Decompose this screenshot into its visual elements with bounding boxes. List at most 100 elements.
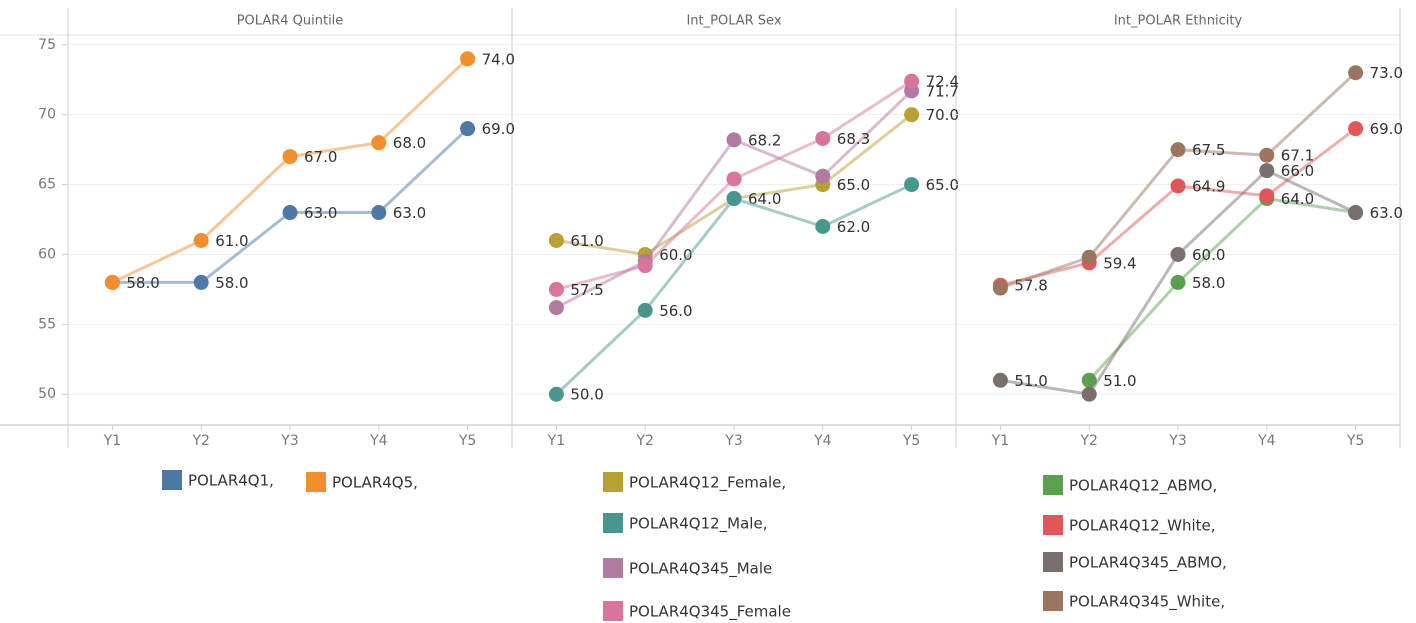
x-tick-label: Y3 bbox=[280, 433, 298, 449]
point bbox=[1348, 121, 1364, 137]
panel-title: Int_POLAR Ethnicity bbox=[1114, 14, 1243, 29]
value-label: 59.4 bbox=[1103, 254, 1136, 272]
panel-title: POLAR4 Quintile bbox=[237, 14, 344, 29]
value-label: 65.0 bbox=[837, 176, 870, 194]
legend-label: POLAR4Q12_White, bbox=[1069, 517, 1216, 536]
x-tick-label: Y5 bbox=[902, 433, 920, 449]
x-tick-label: Y1 bbox=[547, 433, 565, 449]
point bbox=[193, 232, 209, 248]
value-label: 68.3 bbox=[837, 130, 870, 148]
legend-swatch bbox=[1043, 591, 1063, 611]
x-tick-label: Y1 bbox=[103, 433, 121, 449]
x-tick-label: Y2 bbox=[635, 433, 653, 449]
legend-swatch bbox=[1043, 515, 1063, 535]
value-label: 71.7 bbox=[926, 82, 959, 100]
point bbox=[548, 281, 564, 297]
point bbox=[1348, 205, 1364, 221]
legend-swatch bbox=[162, 470, 182, 490]
panel-title: Int_POLAR Sex bbox=[686, 14, 781, 29]
point bbox=[1259, 188, 1275, 204]
point bbox=[282, 205, 298, 221]
value-label: 70.0 bbox=[926, 106, 959, 124]
value-label: 67.0 bbox=[304, 148, 337, 166]
point bbox=[282, 149, 298, 165]
point bbox=[726, 171, 742, 187]
point bbox=[1081, 372, 1097, 388]
legend-swatch bbox=[306, 472, 326, 492]
y-tick-label: 75 bbox=[38, 37, 56, 53]
point bbox=[193, 274, 209, 290]
series-line bbox=[1088, 197, 1356, 382]
legend-label: POLAR4Q5, bbox=[332, 474, 418, 492]
value-label: 51.0 bbox=[1103, 372, 1136, 390]
legend-swatch bbox=[603, 601, 623, 621]
point bbox=[1170, 142, 1186, 158]
point bbox=[726, 132, 742, 148]
value-label: 51.0 bbox=[1014, 372, 1047, 390]
point bbox=[1348, 65, 1364, 81]
series-line bbox=[111, 57, 469, 284]
legend-swatch bbox=[603, 513, 623, 533]
value-label: 58.0 bbox=[215, 274, 248, 292]
point bbox=[371, 205, 387, 221]
point bbox=[460, 121, 476, 137]
point bbox=[1170, 178, 1186, 194]
point bbox=[1259, 147, 1275, 163]
y-tick-label: 50 bbox=[38, 386, 56, 402]
value-label: 58.0 bbox=[1192, 274, 1225, 292]
value-label: 72.4 bbox=[926, 73, 959, 91]
y-tick-label: 65 bbox=[38, 177, 56, 193]
value-label: 60.0 bbox=[1192, 246, 1225, 264]
point bbox=[904, 177, 920, 193]
point bbox=[548, 386, 564, 402]
legend-swatch bbox=[603, 558, 623, 578]
point bbox=[371, 135, 387, 151]
value-label: 63.0 bbox=[393, 204, 426, 222]
y-tick-label: 55 bbox=[38, 316, 56, 332]
y-tick-label: 60 bbox=[38, 246, 56, 262]
point bbox=[637, 302, 653, 318]
x-tick-label: Y4 bbox=[369, 433, 388, 449]
legend-label: POLAR4Q1, bbox=[188, 472, 274, 490]
x-tick-label: Y5 bbox=[458, 433, 476, 449]
value-label: 68.0 bbox=[393, 134, 426, 152]
value-label: 69.0 bbox=[1370, 120, 1403, 138]
value-label: 61.0 bbox=[570, 232, 603, 250]
point bbox=[992, 280, 1008, 296]
legend-label: POLAR4Q345_ABMO, bbox=[1069, 554, 1227, 573]
legend-swatch bbox=[1043, 475, 1063, 495]
value-label: 50.0 bbox=[570, 386, 603, 404]
point bbox=[992, 372, 1008, 388]
point bbox=[815, 168, 831, 184]
legend-label: POLAR4Q12_Female, bbox=[629, 474, 786, 493]
value-label: 64.0 bbox=[748, 190, 781, 208]
legend-label: POLAR4Q12_ABMO, bbox=[1069, 477, 1217, 496]
legend-label: POLAR4Q345_White, bbox=[1069, 593, 1225, 612]
point bbox=[904, 107, 920, 123]
point bbox=[1170, 246, 1186, 262]
point bbox=[815, 130, 831, 146]
x-tick-label: Y4 bbox=[813, 433, 832, 449]
value-label: 62.0 bbox=[837, 218, 870, 236]
value-label: 63.0 bbox=[1370, 204, 1403, 222]
value-label: 57.8 bbox=[1014, 277, 1047, 295]
x-tick-label: Y4 bbox=[1257, 433, 1276, 449]
value-label: 69.0 bbox=[482, 120, 515, 138]
value-label: 67.5 bbox=[1192, 141, 1225, 159]
x-tick-label: Y2 bbox=[1079, 433, 1097, 449]
point bbox=[815, 219, 831, 235]
value-label: 58.0 bbox=[126, 274, 159, 292]
value-label: 67.1 bbox=[1281, 147, 1314, 165]
point bbox=[460, 51, 476, 67]
y-tick-label: 70 bbox=[38, 107, 56, 123]
value-label: 61.0 bbox=[215, 232, 248, 250]
point bbox=[637, 258, 653, 274]
point bbox=[1170, 274, 1186, 290]
legend-swatch bbox=[1043, 552, 1063, 572]
series-line bbox=[555, 183, 913, 396]
value-label: 57.5 bbox=[570, 281, 603, 299]
point bbox=[904, 73, 920, 89]
x-tick-label: Y3 bbox=[1168, 433, 1186, 449]
point bbox=[548, 300, 564, 316]
